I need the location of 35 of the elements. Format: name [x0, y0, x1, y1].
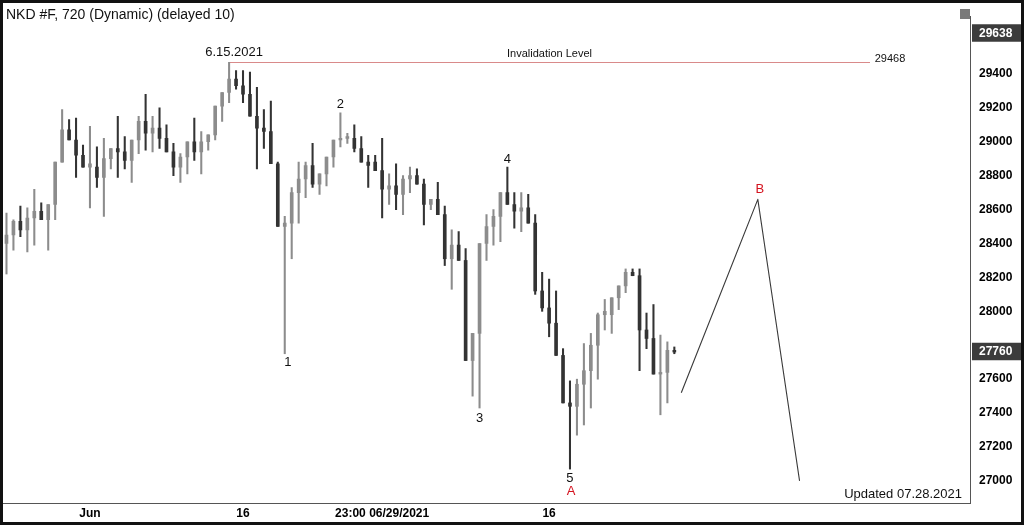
x-tick-label: 23:00 06/29/2021	[335, 505, 430, 520]
y-tick-label: 27200	[979, 439, 1013, 454]
annotation: 5	[566, 469, 574, 485]
y-tick-label: 27400	[979, 405, 1013, 420]
candlestick	[88, 126, 92, 209]
chart-title: NKD #F, 720 (Dynamic) (delayed 10)	[6, 5, 235, 22]
y-tick-label: 29400	[979, 66, 1013, 81]
annotation: 4	[503, 150, 511, 166]
y-tick-label: 29638	[979, 25, 1013, 40]
y-tick-label: 28200	[979, 269, 1013, 284]
candlestick	[568, 380, 572, 470]
y-tick-label: 28000	[979, 303, 1013, 318]
ref-line-label: Invalidation Level	[507, 47, 593, 60]
y-tick-label: 27760	[979, 344, 1013, 359]
candlestick	[81, 144, 85, 168]
y-tick-label: 27000	[979, 473, 1013, 488]
y-tick-label: 28600	[979, 201, 1013, 216]
x-tick-label: Jun	[79, 505, 101, 520]
annotation: Updated 07.28.2021	[844, 486, 962, 502]
annotation: B	[755, 180, 765, 196]
annotation: 3	[475, 409, 484, 425]
y-tick-label: 29000	[979, 134, 1013, 149]
x-tick-label: 16	[236, 505, 250, 520]
annotation: 1	[284, 354, 292, 370]
y-tick-label: 29200	[979, 100, 1013, 115]
candlestick	[282, 216, 287, 355]
annotation: 29468	[874, 51, 906, 64]
y-tick-label: 27600	[979, 371, 1013, 386]
x-tick-label: 16	[542, 505, 557, 520]
annotation: 2	[336, 96, 345, 112]
y-tick-label: 28400	[979, 235, 1013, 250]
candlestick	[115, 115, 120, 178]
annotation: 6.15.2021	[205, 43, 264, 59]
annotation: A	[566, 482, 576, 498]
y-tick-label: 28800	[979, 167, 1013, 182]
